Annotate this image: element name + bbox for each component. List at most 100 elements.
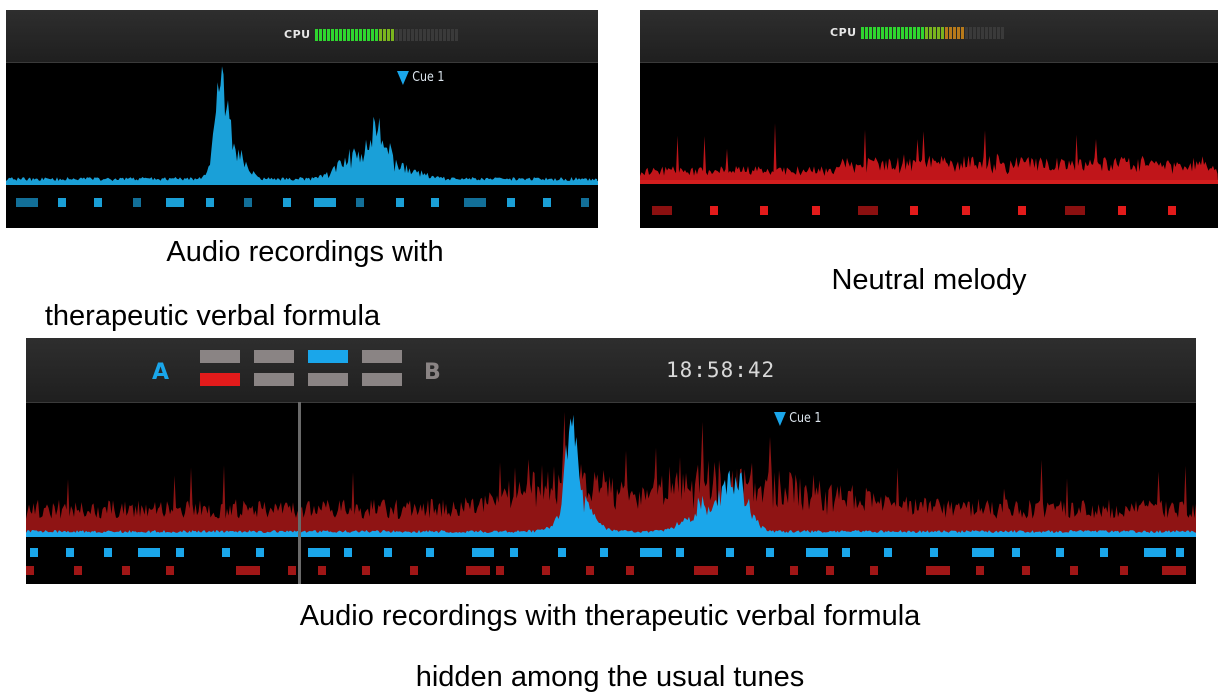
cpu-meter [314, 28, 458, 41]
beat-marker-verbal [1100, 548, 1108, 557]
cpu-meter-segment [354, 28, 358, 41]
beat-marker [543, 198, 551, 207]
cpu-meter-segment [394, 28, 398, 41]
beat-marker-melody [26, 566, 34, 575]
beat-marker-verbal [600, 548, 608, 557]
cpu-meter-segment [936, 26, 940, 39]
cpu-meter-segment [358, 28, 362, 41]
cpu-meter-segment [390, 28, 394, 41]
cpu-meter [860, 26, 1004, 39]
beat-marker-melody [1162, 566, 1186, 575]
caption-verbal-line2: therapeutic verbal formula [44, 300, 381, 332]
beat-marker [133, 198, 141, 207]
cpu-meter-segment [446, 28, 450, 41]
beat-marker [16, 198, 38, 207]
cpu-meter-segment [928, 26, 932, 39]
cpu-meter-segment [980, 26, 984, 39]
beat-marker-melody [362, 566, 370, 575]
beat-marker-melody [466, 566, 490, 575]
deck-toolbar [26, 338, 1196, 403]
cpu-meter-segment [326, 28, 330, 41]
cpu-meter-group: CPU [830, 26, 1004, 39]
ab-button-4-bottom[interactable] [362, 373, 402, 386]
cpu-meter-segment [988, 26, 992, 39]
cpu-meter-segment [378, 28, 382, 41]
cpu-meter-segment [1000, 26, 1004, 39]
ab-button-3-bottom[interactable] [308, 373, 348, 386]
beat-marker-verbal [30, 548, 38, 557]
beat-marker-melody [318, 566, 326, 575]
cpu-meter-segment [956, 26, 960, 39]
beat-marker-verbal [384, 548, 392, 557]
beat-marker-melody [410, 566, 418, 575]
cue-marker[interactable]: Cue 1 [397, 70, 444, 85]
caption-mixed-line1: Audio recordings with therapeutic verbal… [299, 600, 921, 632]
beat-marker-verbal [726, 548, 734, 557]
waveform-baseline [6, 181, 598, 185]
beat-marker [1018, 206, 1026, 215]
beat-marker [431, 198, 439, 207]
ab-button-1-bottom[interactable] [200, 373, 240, 386]
beat-marker [206, 198, 214, 207]
beat-marker-verbal [766, 548, 774, 557]
caption-neutral: Neutral melody [831, 264, 1027, 296]
cpu-meter-segment [430, 28, 434, 41]
ab-button-3-top[interactable] [308, 350, 348, 363]
beat-marker-verbal [66, 548, 74, 557]
beat-marker-melody [74, 566, 82, 575]
waveform-peaks [6, 66, 598, 184]
cpu-meter-segment [940, 26, 944, 39]
cpu-meter-segment [322, 28, 326, 41]
cpu-meter-segment [972, 26, 976, 39]
cpu-label: CPU [830, 26, 857, 39]
beat-marker [760, 206, 768, 215]
playhead [298, 402, 301, 584]
cpu-meter-segment [338, 28, 342, 41]
beat-marker [812, 206, 820, 215]
deck-b-label[interactable]: B [424, 360, 441, 385]
beat-marker-melody [288, 566, 296, 575]
cue-marker[interactable]: Cue 1 [774, 411, 821, 426]
deck-a-label[interactable]: A [152, 360, 170, 385]
cpu-meter-segment [900, 26, 904, 39]
beat-marker-verbal [1176, 548, 1184, 557]
beat-marker [910, 206, 918, 215]
beat-marker-verbal [256, 548, 264, 557]
cue-label: Cue 1 [412, 70, 445, 85]
beat-marker-verbal [426, 548, 434, 557]
cue-label: Cue 1 [789, 411, 822, 426]
ab-button-1-top[interactable] [200, 350, 240, 363]
beat-marker-verbal [222, 548, 230, 557]
beat-marker-verbal [138, 548, 160, 557]
beat-marker [58, 198, 66, 207]
cpu-meter-segment [418, 28, 422, 41]
beat-marker-verbal [472, 548, 494, 557]
ab-button-2-bottom[interactable] [254, 373, 294, 386]
ab-button-2-top[interactable] [254, 350, 294, 363]
cpu-meter-segment [964, 26, 968, 39]
ab-button-4-top[interactable] [362, 350, 402, 363]
cpu-meter-segment [454, 28, 458, 41]
cpu-meter-segment [952, 26, 956, 39]
beat-marker [858, 206, 878, 215]
waveform[interactable] [6, 10, 598, 228]
waveform[interactable] [26, 338, 1196, 584]
beat-marker-melody [870, 566, 878, 575]
waveform-baseline [640, 180, 1218, 184]
beat-marker-melody [626, 566, 634, 575]
cpu-meter-segment [976, 26, 980, 39]
caption-verbal-line1: Audio recordings with [166, 236, 444, 268]
beat-marker [356, 198, 364, 207]
cpu-meter-segment [374, 28, 378, 41]
cpu-meter-segment [342, 28, 346, 41]
beat-marker [507, 198, 515, 207]
beat-marker-verbal [884, 548, 892, 557]
cpu-meter-segment [872, 26, 876, 39]
beat-marker-melody [1120, 566, 1128, 575]
beat-marker-melody [586, 566, 594, 575]
cpu-meter-segment [896, 26, 900, 39]
cpu-meter-segment [366, 28, 370, 41]
cpu-meter-segment [876, 26, 880, 39]
waveform[interactable] [640, 10, 1218, 228]
beat-marker [314, 198, 336, 207]
